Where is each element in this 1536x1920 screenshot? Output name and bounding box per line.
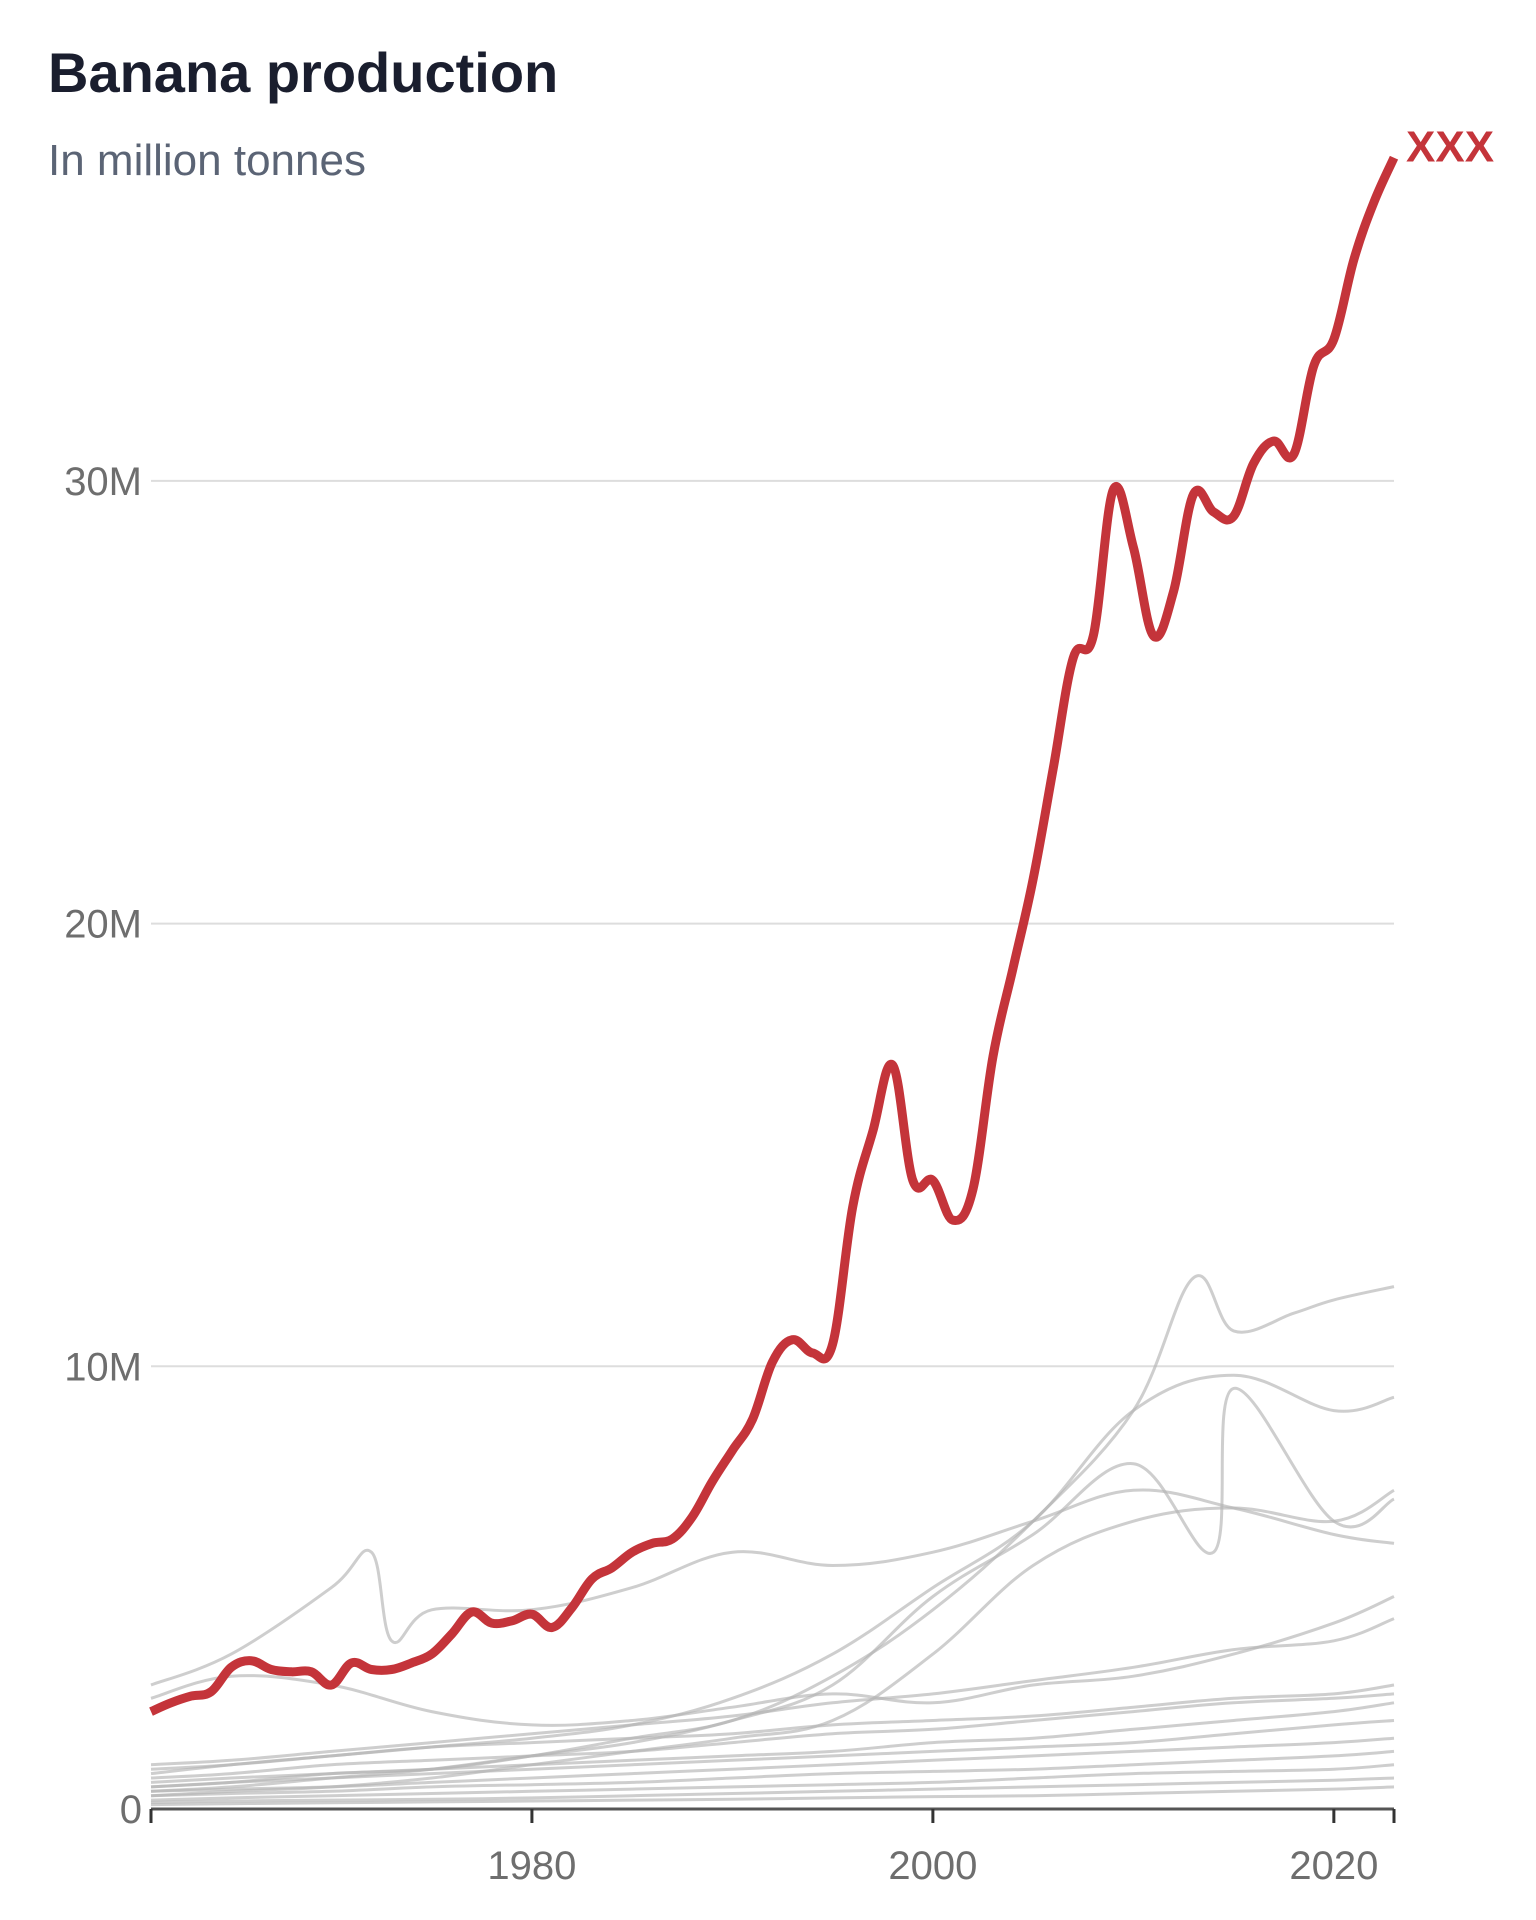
series-line-background: [150, 1785, 1395, 1807]
background-series: [150, 1274, 1395, 1807]
y-tick-label: 30M: [64, 460, 142, 504]
y-tick-label: 10M: [64, 1345, 142, 1389]
y-tick-label: 20M: [64, 903, 142, 947]
series-line-background: [150, 1749, 1395, 1798]
series-line-background: [150, 1692, 1395, 1780]
series-end-label: XXX: [1406, 123, 1494, 172]
series-line-background: [150, 1373, 1395, 1776]
chart-title: Banana production: [48, 41, 559, 104]
series-line-background: [150, 1386, 1395, 1793]
series-line-background: [150, 1595, 1395, 1727]
axes: 0 10M 20M 30M 1980 2000 2020: [64, 460, 1396, 1888]
x-tick-label: 2000: [888, 1844, 977, 1888]
x-tick-label: 2020: [1289, 1844, 1378, 1888]
series-line-background: [150, 1719, 1395, 1789]
chart-subtitle: In million tonnes: [48, 136, 366, 185]
series-line-background: [150, 1736, 1395, 1793]
series-line-background: [150, 1683, 1395, 1771]
series-line-background: [150, 1763, 1395, 1802]
y-tick-label: 0: [120, 1788, 142, 1832]
series-line-background: [150, 1488, 1395, 1687]
x-tick-label: 1980: [487, 1844, 576, 1888]
series-line-background: [150, 1701, 1395, 1784]
gridlines: [151, 479, 1394, 1368]
series-line-background: [150, 1776, 1395, 1804]
series-line-background: [150, 1617, 1395, 1767]
highlight-series: XXX: [149, 123, 1494, 1716]
series-line-highlight: [149, 155, 1399, 1716]
